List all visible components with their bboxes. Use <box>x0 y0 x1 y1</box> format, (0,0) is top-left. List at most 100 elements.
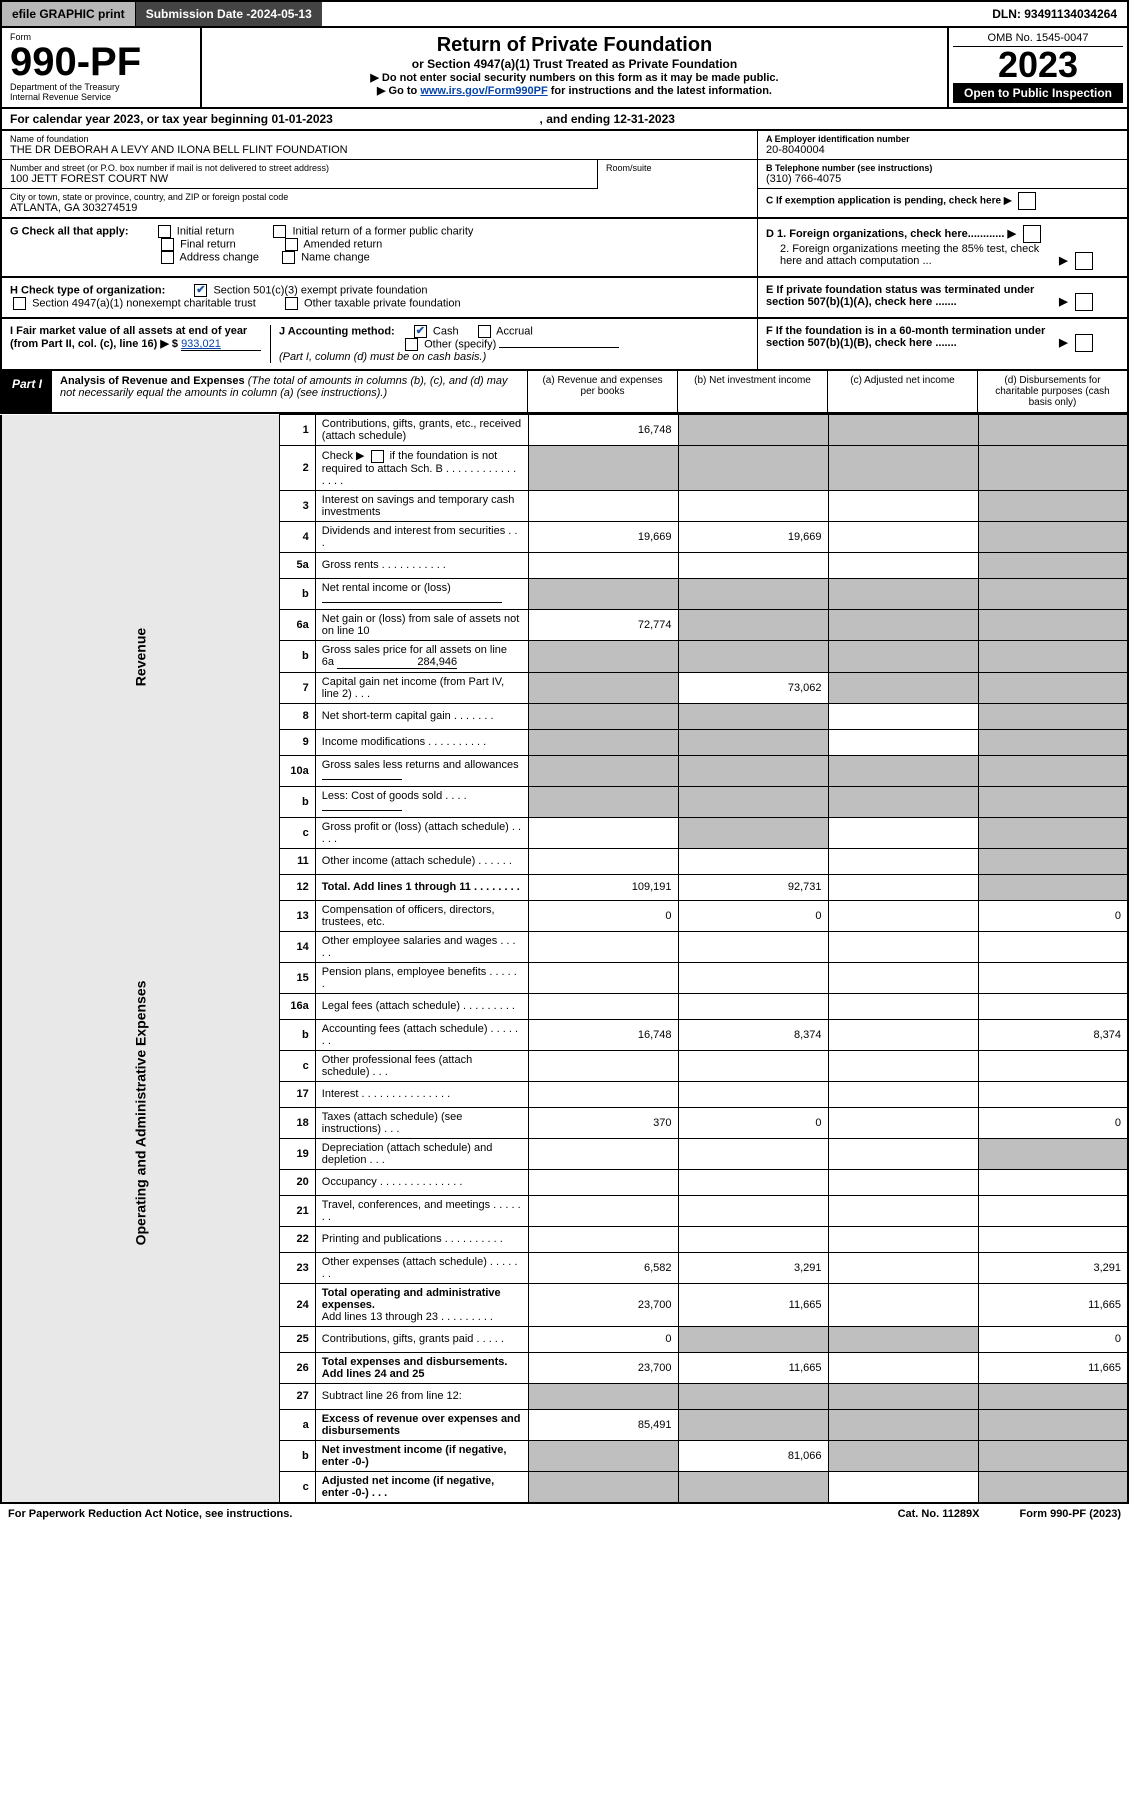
amt-d <box>978 490 1128 521</box>
dept-line2: Internal Revenue Service <box>10 92 192 102</box>
amt-b <box>678 931 828 962</box>
g-address-change-checkbox[interactable] <box>161 251 174 264</box>
line-desc: Subtract line 26 from line 12: <box>315 1383 528 1409</box>
amt-a: 16,748 <box>528 1019 678 1050</box>
amt-a <box>528 490 678 521</box>
efile-print-button[interactable]: efile GRAPHIC print <box>2 2 136 26</box>
foundation-name-cell: Name of foundation THE DR DEBORAH A LEVY… <box>2 131 757 160</box>
amt-d <box>978 1169 1128 1195</box>
j-accrual-checkbox[interactable] <box>478 325 491 338</box>
form-header-center: Return of Private Foundation or Section … <box>202 28 947 107</box>
j-cash-checkbox[interactable] <box>414 325 427 338</box>
amt-d <box>978 1471 1128 1503</box>
d1-checkbox[interactable] <box>1023 225 1041 243</box>
h-4947-checkbox[interactable] <box>13 297 26 310</box>
amt-b <box>678 755 828 786</box>
line-num: 4 <box>279 521 315 552</box>
amt-b: 0 <box>678 1107 828 1138</box>
r5b-desc: Net rental income or (loss) <box>322 582 451 594</box>
revenue-side-label: Revenue <box>1 415 279 901</box>
amt-a <box>528 1195 678 1226</box>
exemption-checkbox[interactable] <box>1018 192 1036 210</box>
page-footer: For Paperwork Reduction Act Notice, see … <box>0 1504 1129 1524</box>
line-num: b <box>279 1440 315 1471</box>
amt-c <box>828 490 978 521</box>
g-amended-checkbox[interactable] <box>285 238 298 251</box>
d2-checkbox[interactable] <box>1075 252 1093 270</box>
line-num: 19 <box>279 1138 315 1169</box>
line-desc: Less: Cost of goods sold . . . . <box>315 786 528 817</box>
r6b-value: 284,946 <box>337 656 457 669</box>
f-checkbox[interactable] <box>1075 334 1093 352</box>
irs-link[interactable]: www.irs.gov/Form990PF <box>420 85 547 97</box>
amt-a: 72,774 <box>528 609 678 640</box>
amt-d <box>978 552 1128 578</box>
amt-c <box>828 1019 978 1050</box>
exemption-label: C If exemption application is pending, c… <box>766 196 1001 207</box>
amt-a <box>528 1440 678 1471</box>
line-num: 26 <box>279 1352 315 1383</box>
g-initial-return-checkbox[interactable] <box>158 225 171 238</box>
amt-c <box>828 1107 978 1138</box>
h-opt3: Other taxable private foundation <box>304 298 461 310</box>
foundation-name-label: Name of foundation <box>10 134 749 144</box>
g-initial-former-checkbox[interactable] <box>273 225 286 238</box>
e-checkbox[interactable] <box>1075 293 1093 311</box>
amt-a: 19,669 <box>528 521 678 552</box>
i-value[interactable]: 933,021 <box>181 338 261 351</box>
amt-b: 11,665 <box>678 1352 828 1383</box>
amt-a <box>528 552 678 578</box>
line-desc: Other professional fees (attach schedule… <box>315 1050 528 1081</box>
line-num: 24 <box>279 1283 315 1326</box>
entity-info: Name of foundation THE DR DEBORAH A LEVY… <box>0 131 1129 219</box>
dln-label: DLN: <box>992 7 1024 21</box>
h-other-checkbox[interactable] <box>285 297 298 310</box>
j-other-checkbox[interactable] <box>405 338 418 351</box>
amt-d <box>978 609 1128 640</box>
calyear-mid: , and ending <box>540 112 614 126</box>
calyear-end: 12-31-2023 <box>614 112 675 126</box>
phone-label: B Telephone number (see instructions) <box>766 163 1119 173</box>
amt-b <box>678 1081 828 1107</box>
amt-c <box>828 1252 978 1283</box>
amt-d: 11,665 <box>978 1283 1128 1326</box>
part1-title: Analysis of Revenue and Expenses <box>60 375 245 387</box>
amt-d <box>978 1138 1128 1169</box>
arrow-icon: ▶ <box>1059 296 1067 308</box>
amt-a <box>528 640 678 672</box>
amt-c <box>828 1409 978 1440</box>
part1-desc: Analysis of Revenue and Expenses (The to… <box>52 371 527 412</box>
g-name-change-checkbox[interactable] <box>282 251 295 264</box>
form-title: Return of Private Foundation <box>208 34 941 57</box>
amt-b: 19,669 <box>678 521 828 552</box>
amt-a: 0 <box>528 1326 678 1352</box>
topbar: efile GRAPHIC print Submission Date - 20… <box>0 0 1129 28</box>
line-desc: Accounting fees (attach schedule) . . . … <box>315 1019 528 1050</box>
address-cell: Number and street (or P.O. box number if… <box>2 160 597 189</box>
d2-label: 2. Foreign organizations meeting the 85%… <box>766 243 1056 267</box>
line-num: 12 <box>279 874 315 900</box>
line-desc: Gross rents . . . . . . . . . . . <box>315 552 528 578</box>
footer-left: For Paperwork Reduction Act Notice, see … <box>8 1508 292 1520</box>
amt-a <box>528 703 678 729</box>
section-i-j-f: I Fair market value of all assets at end… <box>0 319 1129 371</box>
amt-a <box>528 962 678 993</box>
arrow-icon: ▶ <box>1059 255 1067 267</box>
amt-b <box>678 1169 828 1195</box>
amt-b <box>678 993 828 1019</box>
line-desc: Adjusted net income (if negative, enter … <box>315 1471 528 1503</box>
line-desc: Interest on savings and temporary cash i… <box>315 490 528 521</box>
amt-b <box>678 1195 828 1226</box>
amt-c <box>828 1050 978 1081</box>
line-num: 1 <box>279 415 315 446</box>
h-501c3-checkbox[interactable] <box>194 284 207 297</box>
r5b-line <box>322 602 502 603</box>
city-cell: City or town, state or province, country… <box>2 189 757 217</box>
g-final-return-checkbox[interactable] <box>161 238 174 251</box>
arrow-icon: ▶ <box>1004 196 1012 207</box>
schb-checkbox[interactable] <box>371 450 384 463</box>
line-desc: Other income (attach schedule) . . . . .… <box>315 848 528 874</box>
amt-d <box>978 755 1128 786</box>
amt-d <box>978 729 1128 755</box>
exemption-cell: C If exemption application is pending, c… <box>758 189 1127 213</box>
